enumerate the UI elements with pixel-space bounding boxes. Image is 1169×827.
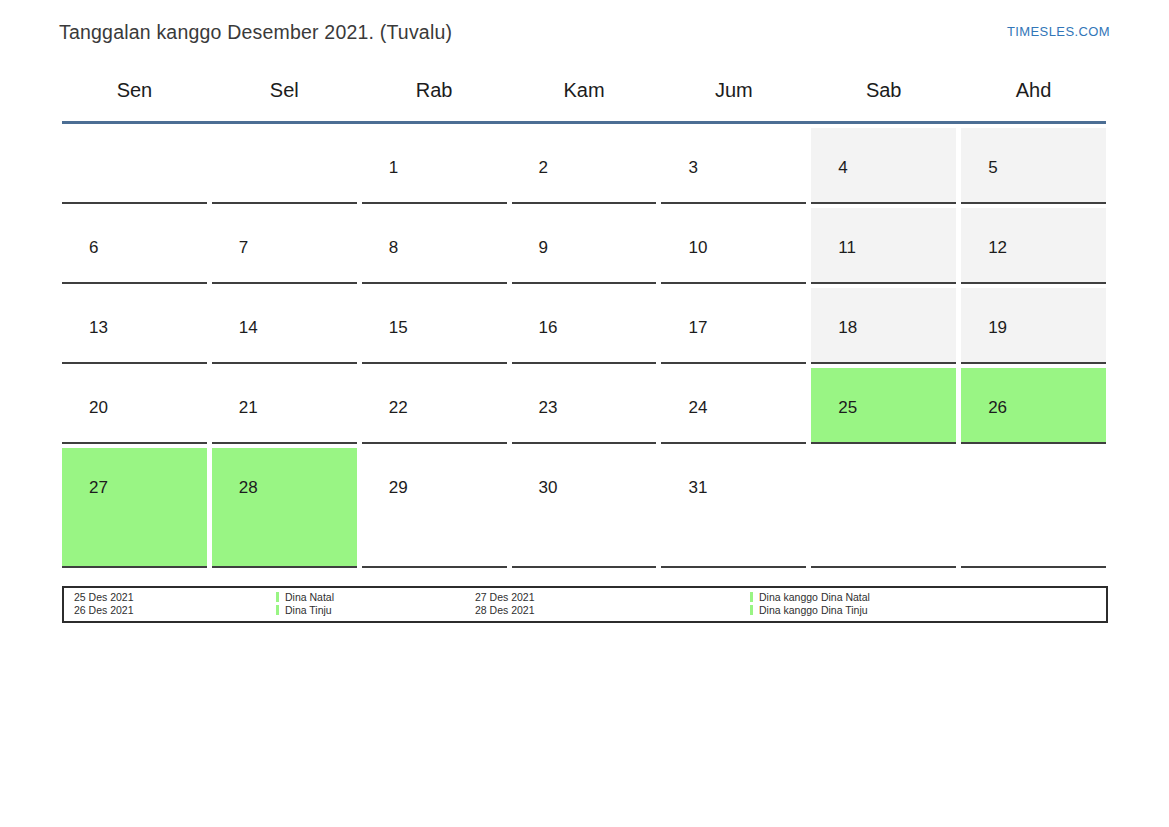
- day-cell-16: 16: [512, 288, 657, 364]
- day-cell-20: 20: [62, 368, 207, 444]
- day-cell-23: 23: [512, 368, 657, 444]
- week-row-2: 6789101112: [62, 208, 1106, 284]
- day-cell-21: 21: [212, 368, 357, 444]
- day-cell-12: 12: [961, 208, 1106, 284]
- legend-dates-1: 25 Des 202126 Des 2021: [74, 591, 134, 617]
- timesles-link[interactable]: TIMESLES.COM: [1007, 24, 1110, 39]
- week-row-4: 20212223242526: [62, 368, 1106, 444]
- legend-items-2: Dina kanggo Dina NatalDina kanggo Dina T…: [750, 591, 870, 617]
- holiday-marker-icon: [750, 592, 753, 602]
- holiday-marker-icon: [750, 605, 753, 615]
- day-cell-empty: [62, 128, 207, 204]
- day-cell-26: 26: [961, 368, 1106, 444]
- week-row-1: 12345: [62, 128, 1106, 204]
- legend-item: Dina Tinju: [276, 604, 334, 617]
- day-header-sen: Sen: [62, 79, 207, 102]
- day-header-ahd: Ahd: [961, 79, 1106, 102]
- legend-box: 25 Des 202126 Des 2021 Dina NatalDina Tin…: [62, 586, 1108, 623]
- page-title: Tanggalan kanggo Desember 2021. (Tuvalu): [59, 21, 452, 44]
- day-cell-empty: [212, 128, 357, 204]
- legend-date: 25 Des 2021: [74, 591, 134, 604]
- day-cell-19: 19: [961, 288, 1106, 364]
- day-cell-2: 2: [512, 128, 657, 204]
- day-cell-28: 28: [212, 448, 357, 568]
- day-header-rab: Rab: [362, 79, 507, 102]
- holiday-marker-icon: [276, 592, 279, 602]
- day-cell-31: 31: [661, 448, 806, 568]
- day-cell-7: 7: [212, 208, 357, 284]
- calendar-page: { "page": { "title": "Tanggalan kanggo D…: [0, 0, 1169, 827]
- day-header-sab: Sab: [811, 79, 956, 102]
- day-header-jum: Jum: [661, 79, 806, 102]
- day-cell-4: 4: [811, 128, 956, 204]
- day-cell-empty: [961, 448, 1106, 568]
- calendar-grid: 1234567891011121314151617181920212223242…: [62, 128, 1106, 568]
- holiday-marker-icon: [276, 605, 279, 615]
- day-cell-3: 3: [661, 128, 806, 204]
- day-cell-10: 10: [661, 208, 806, 284]
- day-header-row: SenSelRabKamJumSabAhd: [62, 60, 1106, 124]
- day-cell-17: 17: [661, 288, 806, 364]
- legend-date: 28 Des 2021: [475, 604, 535, 617]
- legend-item: Dina Natal: [276, 591, 334, 604]
- legend-date: 27 Des 2021: [475, 591, 535, 604]
- day-cell-27: 27: [62, 448, 207, 568]
- day-cell-1: 1: [362, 128, 507, 204]
- legend-date: 26 Des 2021: [74, 604, 134, 617]
- day-cell-18: 18: [811, 288, 956, 364]
- legend-items-1: Dina NatalDina Tinju: [276, 591, 334, 617]
- day-cell-13: 13: [62, 288, 207, 364]
- day-cell-11: 11: [811, 208, 956, 284]
- day-header-sel: Sel: [212, 79, 357, 102]
- day-cell-empty: [811, 448, 956, 568]
- calendar: SenSelRabKamJumSabAhd 123456789101112131…: [62, 60, 1106, 568]
- legend-item: Dina kanggo Dina Natal: [750, 591, 870, 604]
- day-cell-5: 5: [961, 128, 1106, 204]
- day-cell-6: 6: [62, 208, 207, 284]
- legend-item: Dina kanggo Dina Tinju: [750, 604, 870, 617]
- day-cell-24: 24: [661, 368, 806, 444]
- legend-dates-2: 27 Des 202128 Des 2021: [475, 591, 535, 617]
- week-row-5: 2728293031: [62, 448, 1106, 568]
- week-row-3: 13141516171819: [62, 288, 1106, 364]
- day-cell-25: 25: [811, 368, 956, 444]
- day-cell-15: 15: [362, 288, 507, 364]
- day-cell-9: 9: [512, 208, 657, 284]
- topbar: Tanggalan kanggo Desember 2021. (Tuvalu)…: [0, 0, 1169, 44]
- day-cell-30: 30: [512, 448, 657, 568]
- day-cell-8: 8: [362, 208, 507, 284]
- day-cell-14: 14: [212, 288, 357, 364]
- day-cell-29: 29: [362, 448, 507, 568]
- day-cell-22: 22: [362, 368, 507, 444]
- day-header-kam: Kam: [512, 79, 657, 102]
